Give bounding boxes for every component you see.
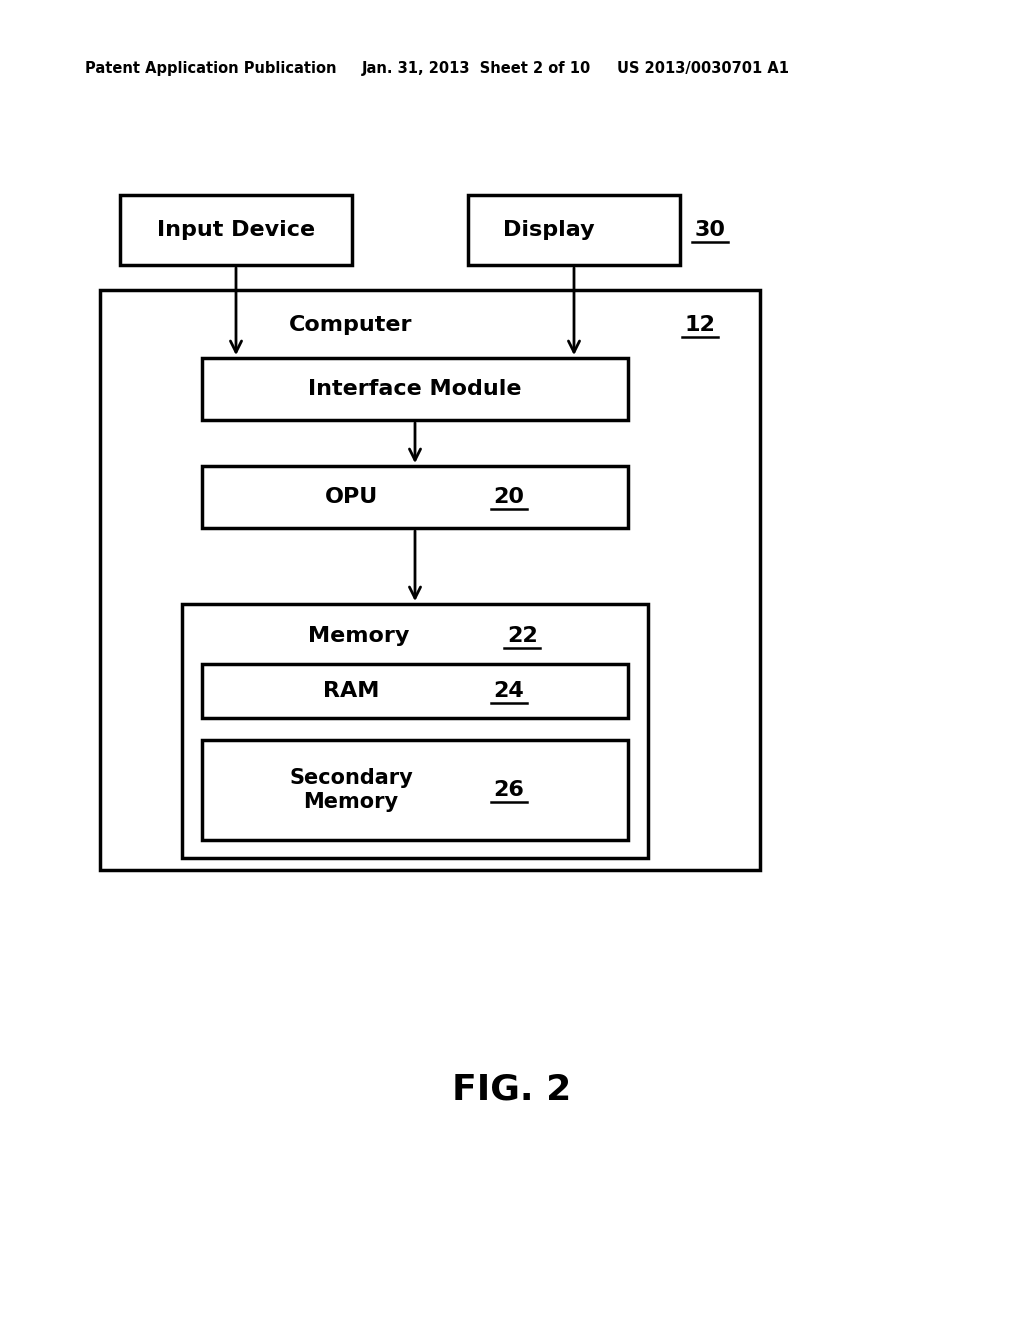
Bar bbox=[202, 741, 628, 840]
Text: 26: 26 bbox=[494, 780, 524, 800]
Text: FIG. 2: FIG. 2 bbox=[453, 1073, 571, 1107]
Text: Patent Application Publication: Patent Application Publication bbox=[85, 61, 337, 75]
Bar bbox=[468, 195, 680, 265]
Text: Interface Module: Interface Module bbox=[308, 379, 522, 399]
Text: Input Device: Input Device bbox=[157, 220, 315, 240]
Text: 24: 24 bbox=[494, 681, 524, 701]
Bar bbox=[202, 664, 628, 718]
Text: RAM: RAM bbox=[323, 681, 379, 701]
Text: Memory: Memory bbox=[308, 626, 410, 645]
Text: Jan. 31, 2013  Sheet 2 of 10: Jan. 31, 2013 Sheet 2 of 10 bbox=[362, 61, 591, 75]
Bar bbox=[202, 358, 628, 420]
Text: 20: 20 bbox=[494, 487, 524, 507]
Bar bbox=[100, 290, 760, 870]
Text: OPU: OPU bbox=[325, 487, 378, 507]
Text: Display: Display bbox=[503, 220, 594, 240]
Bar bbox=[182, 605, 648, 858]
Text: 30: 30 bbox=[694, 220, 725, 240]
Bar bbox=[120, 195, 352, 265]
Text: 12: 12 bbox=[685, 315, 716, 335]
Bar bbox=[202, 466, 628, 528]
Text: US 2013/0030701 A1: US 2013/0030701 A1 bbox=[617, 61, 790, 75]
Text: Secondary
Memory: Secondary Memory bbox=[289, 768, 413, 812]
Text: 22: 22 bbox=[507, 626, 538, 645]
Text: Computer: Computer bbox=[289, 315, 413, 335]
